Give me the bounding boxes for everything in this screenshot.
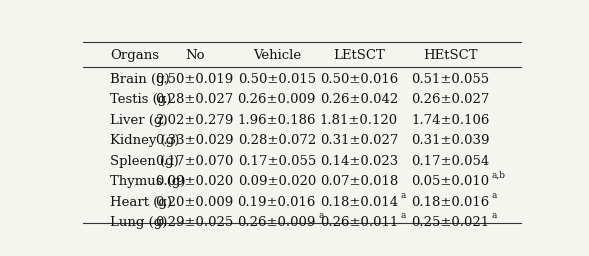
Text: Kidney (g): Kidney (g) — [110, 134, 180, 147]
Text: HEtSCT: HEtSCT — [423, 49, 478, 62]
Text: a,b: a,b — [492, 170, 505, 179]
Text: LEtSCT: LEtSCT — [333, 49, 385, 62]
Text: 0.26±0.011: 0.26±0.011 — [320, 216, 398, 229]
Text: a: a — [492, 191, 497, 200]
Text: 0.26±0.042: 0.26±0.042 — [320, 93, 398, 106]
Text: Spleen (g): Spleen (g) — [110, 155, 179, 167]
Text: a: a — [318, 211, 323, 220]
Text: 0.14±0.023: 0.14±0.023 — [320, 155, 398, 167]
Text: 0.29±0.025: 0.29±0.025 — [155, 216, 234, 229]
Text: 0.05±0.010: 0.05±0.010 — [411, 175, 489, 188]
Text: 0.09±0.020: 0.09±0.020 — [237, 175, 316, 188]
Text: 0.07±0.018: 0.07±0.018 — [320, 175, 398, 188]
Text: 0.17±0.055: 0.17±0.055 — [237, 155, 316, 167]
Text: Thymus (g): Thymus (g) — [110, 175, 186, 188]
Text: a: a — [401, 211, 406, 220]
Text: 0.51±0.055: 0.51±0.055 — [411, 72, 489, 86]
Text: 0.17±0.070: 0.17±0.070 — [155, 155, 234, 167]
Text: 0.31±0.039: 0.31±0.039 — [411, 134, 489, 147]
Text: Brain (g): Brain (g) — [110, 72, 170, 86]
Text: 0.17±0.054: 0.17±0.054 — [411, 155, 489, 167]
Text: 0.09±0.020: 0.09±0.020 — [155, 175, 234, 188]
Text: No: No — [185, 49, 204, 62]
Text: 0.18±0.014: 0.18±0.014 — [320, 196, 398, 209]
Text: 2.02±0.279: 2.02±0.279 — [155, 113, 234, 126]
Text: 0.50±0.015: 0.50±0.015 — [238, 72, 316, 86]
Text: a: a — [401, 191, 406, 200]
Text: 0.19±0.016: 0.19±0.016 — [237, 196, 316, 209]
Text: 1.96±0.186: 1.96±0.186 — [237, 113, 316, 126]
Text: Lung (g): Lung (g) — [110, 216, 167, 229]
Text: 0.50±0.019: 0.50±0.019 — [155, 72, 234, 86]
Text: Testis (g): Testis (g) — [110, 93, 171, 106]
Text: Heart (g): Heart (g) — [110, 196, 172, 209]
Text: 0.50±0.016: 0.50±0.016 — [320, 72, 398, 86]
Text: 0.18±0.016: 0.18±0.016 — [411, 196, 489, 209]
Text: 0.31±0.027: 0.31±0.027 — [320, 134, 398, 147]
Text: 0.28±0.072: 0.28±0.072 — [237, 134, 316, 147]
Text: 0.25±0.021: 0.25±0.021 — [411, 216, 489, 229]
Text: 0.33±0.029: 0.33±0.029 — [155, 134, 234, 147]
Text: 0.20±0.009: 0.20±0.009 — [155, 196, 234, 209]
Text: Vehicle: Vehicle — [253, 49, 301, 62]
Text: 0.28±0.027: 0.28±0.027 — [155, 93, 234, 106]
Text: 0.26±0.027: 0.26±0.027 — [411, 93, 489, 106]
Text: Liver (g): Liver (g) — [110, 113, 168, 126]
Text: Organs: Organs — [110, 49, 159, 62]
Text: 1.74±0.106: 1.74±0.106 — [411, 113, 489, 126]
Text: 0.26±0.009: 0.26±0.009 — [237, 93, 316, 106]
Text: 1.81±0.120: 1.81±0.120 — [320, 113, 398, 126]
Text: 0.26±0.009: 0.26±0.009 — [237, 216, 316, 229]
Text: a: a — [492, 211, 497, 220]
